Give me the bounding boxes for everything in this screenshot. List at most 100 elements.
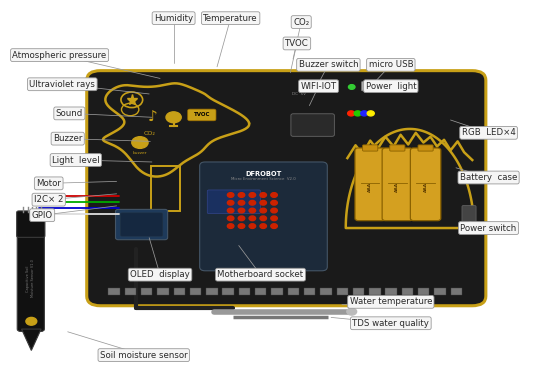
Bar xyxy=(337,288,348,295)
Bar xyxy=(158,288,169,295)
Text: CO₂: CO₂ xyxy=(143,131,155,136)
Circle shape xyxy=(249,216,256,221)
Polygon shape xyxy=(103,83,249,177)
FancyBboxPatch shape xyxy=(410,148,441,221)
Text: TVOC: TVOC xyxy=(194,112,210,117)
Circle shape xyxy=(249,208,256,213)
FancyBboxPatch shape xyxy=(362,145,378,151)
Circle shape xyxy=(26,317,37,325)
Bar xyxy=(141,288,153,295)
Polygon shape xyxy=(346,129,474,228)
Circle shape xyxy=(271,193,277,197)
Circle shape xyxy=(349,85,355,89)
Circle shape xyxy=(260,200,266,205)
Text: ♪: ♪ xyxy=(148,110,158,125)
Text: buzzer: buzzer xyxy=(133,151,147,155)
FancyBboxPatch shape xyxy=(17,230,44,332)
FancyBboxPatch shape xyxy=(120,213,163,236)
Circle shape xyxy=(361,111,368,116)
Text: Humidity: Humidity xyxy=(154,14,193,23)
Text: AAA: AAA xyxy=(368,182,372,192)
Bar xyxy=(222,288,234,295)
Text: RGB  LED×4: RGB LED×4 xyxy=(462,128,516,137)
Text: Atmospheric pressure: Atmospheric pressure xyxy=(13,51,107,60)
FancyBboxPatch shape xyxy=(355,148,385,221)
Text: Soil moisture sensor: Soil moisture sensor xyxy=(100,351,188,360)
Bar xyxy=(320,288,332,295)
Text: Water temperature: Water temperature xyxy=(350,297,432,307)
Text: DC  5V: DC 5V xyxy=(292,92,305,96)
Circle shape xyxy=(227,224,234,229)
Text: Buzzer switch: Buzzer switch xyxy=(299,60,358,69)
FancyBboxPatch shape xyxy=(462,206,476,233)
Text: CO₂: CO₂ xyxy=(293,18,309,27)
Circle shape xyxy=(347,308,357,315)
Bar xyxy=(109,288,120,295)
Bar xyxy=(402,288,413,295)
Text: TVOC: TVOC xyxy=(285,39,309,48)
Circle shape xyxy=(227,216,234,221)
Circle shape xyxy=(271,216,277,221)
Text: I2C× 2: I2C× 2 xyxy=(34,195,64,204)
Text: DFROBOT: DFROBOT xyxy=(245,171,282,177)
Circle shape xyxy=(271,200,277,205)
Circle shape xyxy=(227,208,234,213)
FancyBboxPatch shape xyxy=(87,71,486,306)
Bar xyxy=(353,288,364,295)
Bar xyxy=(125,288,136,295)
Text: AAA: AAA xyxy=(424,182,428,192)
Text: Micro Environment Science  V2.0: Micro Environment Science V2.0 xyxy=(231,177,296,181)
Circle shape xyxy=(348,111,355,116)
FancyBboxPatch shape xyxy=(382,148,412,221)
Circle shape xyxy=(249,224,256,229)
Text: Motherboard socket: Motherboard socket xyxy=(217,270,304,279)
FancyBboxPatch shape xyxy=(418,145,433,151)
Text: Power  light: Power light xyxy=(366,82,416,91)
Circle shape xyxy=(227,193,234,197)
Bar xyxy=(239,288,250,295)
Bar xyxy=(173,288,185,295)
FancyBboxPatch shape xyxy=(188,109,216,121)
Text: OLED  display: OLED display xyxy=(130,270,190,279)
Circle shape xyxy=(260,208,266,213)
Text: Battery  case: Battery case xyxy=(460,173,517,182)
Circle shape xyxy=(238,193,245,197)
Circle shape xyxy=(271,208,277,213)
Text: Capacitive Soil
Moisture Sensor V1.0: Capacitive Soil Moisture Sensor V1.0 xyxy=(26,260,35,298)
Circle shape xyxy=(238,224,245,229)
FancyBboxPatch shape xyxy=(390,145,405,151)
Bar xyxy=(304,288,315,295)
Bar xyxy=(206,288,217,295)
Text: TDS water quality: TDS water quality xyxy=(352,319,429,328)
Bar xyxy=(271,288,283,295)
Bar xyxy=(451,288,462,295)
FancyBboxPatch shape xyxy=(361,82,381,91)
Text: GPIO: GPIO xyxy=(32,211,53,220)
Bar xyxy=(385,288,397,295)
Bar xyxy=(255,288,266,295)
Text: WIFI-IOT: WIFI-IOT xyxy=(300,82,337,91)
Text: Sound: Sound xyxy=(56,109,83,118)
FancyBboxPatch shape xyxy=(200,162,327,271)
Circle shape xyxy=(260,216,266,221)
Polygon shape xyxy=(21,329,41,351)
Circle shape xyxy=(238,208,245,213)
Circle shape xyxy=(166,112,181,123)
Circle shape xyxy=(260,224,266,229)
Bar xyxy=(288,288,299,295)
Text: Power switch: Power switch xyxy=(461,223,517,232)
Circle shape xyxy=(238,216,245,221)
Polygon shape xyxy=(151,166,180,211)
Circle shape xyxy=(249,193,256,197)
FancyBboxPatch shape xyxy=(208,190,260,214)
Text: Buzzer: Buzzer xyxy=(53,134,82,143)
Bar xyxy=(190,288,201,295)
FancyBboxPatch shape xyxy=(16,211,45,238)
FancyBboxPatch shape xyxy=(115,209,167,240)
Text: AAA: AAA xyxy=(395,182,399,192)
Text: Ultraviolet rays: Ultraviolet rays xyxy=(29,80,95,89)
FancyBboxPatch shape xyxy=(291,114,334,136)
Circle shape xyxy=(249,200,256,205)
Circle shape xyxy=(227,200,234,205)
Text: micro USB: micro USB xyxy=(368,60,413,69)
